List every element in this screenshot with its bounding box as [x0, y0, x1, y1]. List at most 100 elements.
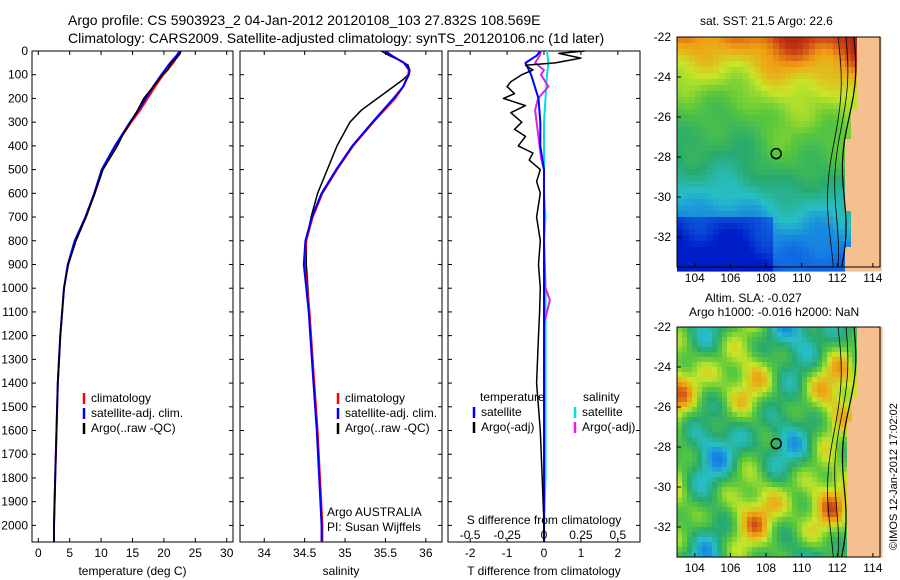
heatmap-cell: [743, 253, 750, 260]
heatmap-cell: [731, 73, 738, 80]
heatmap-cell: [757, 367, 763, 373]
heatmap-cell: [757, 377, 763, 383]
heatmap-cell: [755, 85, 762, 92]
heatmap-cell: [712, 467, 718, 473]
heatmap-cell: [845, 169, 852, 176]
heatmap-cell: [821, 133, 828, 140]
heatmap-cell: [737, 259, 744, 266]
heatmap-cell: [767, 127, 774, 134]
heatmap-cell: [817, 422, 823, 428]
heatmap-cell: [817, 462, 823, 468]
heatmap-cell: [749, 157, 756, 164]
heatmap-cell: [812, 447, 818, 453]
heatmap-cell: [802, 402, 808, 408]
heatmap-cell: [767, 115, 774, 122]
heatmap-cell: [677, 163, 684, 170]
heatmap-cell: [812, 327, 818, 333]
heatmap-cell: [749, 175, 756, 182]
heatmap-cell: [749, 73, 756, 80]
heatmap-cell: [773, 109, 780, 116]
heatmap-cell: [837, 417, 843, 423]
heatmap-cell: [832, 402, 838, 408]
heatmap-cell: [682, 472, 688, 478]
heatmap-cell: [722, 412, 728, 418]
heatmap-cell: [687, 487, 693, 493]
heatmap-cell: [731, 127, 738, 134]
heatmap-cell: [682, 477, 688, 483]
heatmap-cell: [725, 43, 732, 50]
heatmap-cell: [839, 205, 846, 212]
heatmap-cell: [802, 367, 808, 373]
heatmap-cell: [722, 397, 728, 403]
heatmap-cell: [767, 187, 774, 194]
heatmap-cell: [707, 412, 713, 418]
heatmap-cell: [743, 229, 750, 236]
heatmap-cell: [682, 347, 688, 353]
heatmap-cell: [697, 492, 703, 498]
heatmap-cell: [752, 402, 758, 408]
heatmap-cell: [869, 109, 876, 116]
heatmap-cell: [737, 392, 743, 398]
heatmap-cell: [815, 85, 822, 92]
heatmap-cell: [875, 145, 882, 152]
heatmap-cell: [847, 517, 853, 523]
heatmap-cell: [857, 49, 864, 56]
heatmap-cell: [767, 327, 773, 333]
heatmap-cell: [767, 235, 774, 242]
heatmap-cell: [701, 37, 708, 44]
legend-label: Argo(-adj): [582, 420, 635, 434]
heatmap-cell: [782, 537, 788, 543]
heatmap-cell: [797, 407, 803, 413]
heatmap-cell: [682, 337, 688, 343]
heatmap-cell: [707, 247, 714, 254]
heatmap-cell: [857, 199, 864, 206]
heatmap-cell: [833, 247, 840, 254]
heatmap-cell: [743, 97, 750, 104]
heatmap-cell: [737, 422, 743, 428]
heatmap-cell: [757, 387, 763, 393]
heatmap-cell: [762, 352, 768, 358]
heatmap-cell: [869, 247, 876, 254]
heatmap-cell: [731, 229, 738, 236]
heatmap-cell: [772, 417, 778, 423]
heatmap-cell: [762, 507, 768, 513]
heatmap-cell: [682, 422, 688, 428]
heatmap-cell: [742, 352, 748, 358]
heatmap-cell: [717, 507, 723, 513]
heatmap-cell: [737, 265, 744, 272]
heatmap-cell: [827, 61, 834, 68]
heatmap-cell: [779, 181, 786, 188]
heatmap-cell: [821, 253, 828, 260]
heatmap-cell: [821, 259, 828, 266]
heatmap-cell: [779, 169, 786, 176]
heatmap-cell: [839, 199, 846, 206]
heatmap-cell: [687, 472, 693, 478]
heatmap-cell: [807, 337, 813, 343]
heatmap-cell: [682, 402, 688, 408]
heatmap-cell: [773, 223, 780, 230]
heatmap-cell: [779, 229, 786, 236]
heatmap-cell: [857, 362, 863, 368]
heatmap-cell: [822, 507, 828, 513]
heatmap-cell: [742, 347, 748, 353]
heatmap-cell: [792, 477, 798, 483]
heatmap-cell: [749, 85, 756, 92]
heatmap-cell: [677, 139, 684, 146]
heatmap-cell: [847, 347, 853, 353]
heatmap-cell: [687, 382, 693, 388]
heatmap-cell: [757, 347, 763, 353]
bathymetry-contour: [834, 36, 849, 268]
heatmap-cell: [837, 552, 843, 558]
heatmap-cell: [779, 193, 786, 200]
heatmap-cell: [761, 145, 768, 152]
heatmap-cell: [712, 442, 718, 448]
heatmap-cell: [827, 357, 833, 363]
heatmap-cell: [701, 211, 708, 218]
heatmap-cell: [762, 487, 768, 493]
heatmap-cell: [779, 121, 786, 128]
heatmap-cell: [777, 477, 783, 483]
heatmap-cell: [752, 527, 758, 533]
heatmap-cell: [857, 205, 864, 212]
heatmap-cell: [845, 109, 852, 116]
heatmap-cell: [749, 91, 756, 98]
